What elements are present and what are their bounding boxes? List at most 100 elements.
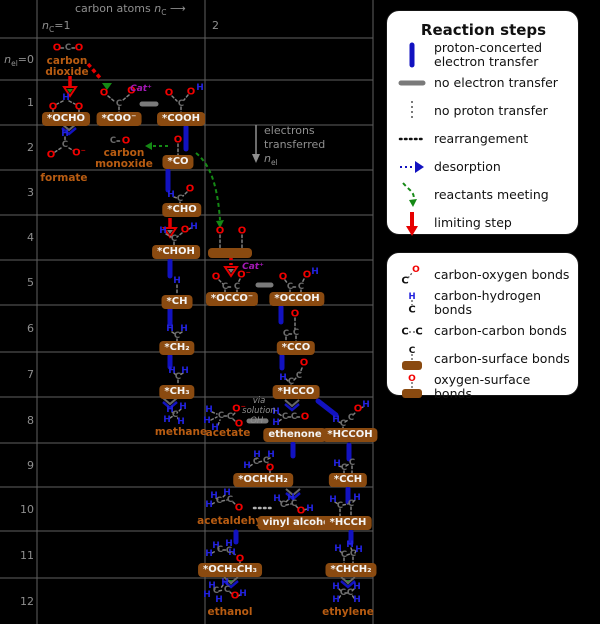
atom-c: C [62, 140, 68, 150]
product-acetate: acetate [205, 427, 251, 439]
atom-h: H [362, 400, 370, 410]
row-label-11: 11 [20, 549, 34, 562]
atom-c: C [218, 411, 224, 421]
atom-c: C [340, 588, 346, 598]
atom-o: O [212, 272, 221, 283]
svg-text:C: C [408, 305, 415, 316]
atom-o: O [49, 102, 58, 113]
svg-text:O: O [412, 265, 420, 275]
atom-o: O [297, 506, 306, 517]
atom-h: H [205, 405, 213, 415]
molecule-occo: O O⁻C C [212, 270, 251, 294]
atom-o: O [266, 463, 275, 474]
legend-item-label: desorption [434, 159, 501, 174]
molecule-cooh: O O HC [165, 83, 204, 114]
atom-c: C [348, 499, 354, 509]
row-label-10: 10 [20, 503, 34, 516]
atom-c: C [227, 495, 233, 505]
connector-greentri [102, 83, 112, 90]
rearrangement-icon [398, 137, 426, 141]
product-ethylene: ethylene [322, 606, 374, 618]
molecule-hcch: HC CH [329, 493, 361, 517]
molecule-chch2: H H HC C [334, 540, 363, 565]
connector-chev [223, 576, 239, 589]
svg-text:C: C [409, 346, 416, 356]
atom-o: O [100, 88, 109, 99]
atom-h: H [334, 544, 342, 554]
pcet-icon [409, 42, 415, 68]
svg-text:C: C [401, 276, 408, 287]
atom-c: C [287, 282, 293, 292]
molecule-methane: H HH HC [163, 402, 187, 427]
atom-h: H [243, 461, 251, 471]
atom-o: O [301, 412, 310, 423]
species-occo: *OCCO⁻ [205, 292, 259, 306]
atom-c: C [348, 413, 354, 423]
atom-c: C [222, 282, 228, 292]
atom-c: C [291, 412, 297, 422]
down-arrow-icon [252, 125, 260, 163]
left-axis-label: electrons transferred nel [264, 124, 326, 168]
atom-o: O [238, 226, 247, 237]
product-carbon-monoxide: carbon monoxide [95, 147, 153, 170]
species-och2ch3: *OCH₂CH₃ [198, 563, 262, 577]
row-label-8: 8 [27, 414, 34, 427]
atom-c: C [224, 585, 230, 595]
atom-c: C [234, 282, 240, 292]
atom-h: H [210, 491, 218, 501]
row-label-7: 7 [27, 368, 34, 381]
atom-h: H [159, 226, 167, 236]
species-co: *CO [162, 155, 194, 169]
atom-o: O [291, 309, 300, 320]
atom-h: H [211, 423, 219, 433]
atom-c: C [296, 371, 302, 381]
atom-c: C [177, 194, 183, 204]
species-two-co [208, 248, 252, 258]
species-coo: *COO⁻ [96, 112, 142, 126]
atom-c: C [213, 586, 219, 596]
species-choh: *CHOH [152, 245, 200, 259]
right-arrow-icon: ⟶ [169, 2, 186, 15]
atom-o: O [303, 270, 312, 281]
molecule-ethanol: H HH HC CO H [203, 578, 247, 605]
atom-h: H [196, 83, 204, 93]
atom-c: C [291, 499, 297, 509]
legend-item-no-proton: no proton transfer [397, 97, 570, 125]
row-label-1: 1 [27, 96, 34, 109]
connectors [61, 62, 356, 589]
row-label-9: 9 [27, 459, 34, 472]
molecule-ethylene: H HH HC C [332, 582, 361, 605]
atom-h: H [279, 373, 287, 383]
atom-h: H [332, 595, 340, 605]
atom-c: C [174, 331, 180, 341]
atom-c: C [340, 419, 346, 429]
atom-o: O [174, 135, 183, 146]
species-hcch: *HCCH [324, 516, 372, 530]
legend-item-limiting: limiting step [397, 209, 570, 237]
atom-o: O [236, 554, 245, 565]
cation-1: Cat⁺ [130, 84, 152, 94]
svg-text:C: C [415, 327, 422, 338]
atom-c: C [263, 456, 269, 466]
legend-item-label: rearrangement [434, 131, 529, 146]
molecule-co: O [174, 135, 183, 156]
species-cooh: *COOH [157, 112, 205, 126]
species-vinyl-alcohol: vinyl alcohol [257, 516, 339, 530]
atom-c: C [227, 412, 233, 422]
legend-item-label: carbon-hydrogen bonds [434, 288, 542, 317]
atom-h: H [353, 493, 361, 503]
legend-title: Reaction steps [420, 21, 547, 39]
connector-chev [162, 397, 178, 410]
atom-o: O [181, 225, 190, 236]
legend-item-label: carbon-surface bonds [434, 351, 570, 366]
molecule-ocho: HO O [49, 93, 83, 114]
molecule-hccoh: H CCO H [332, 400, 370, 430]
